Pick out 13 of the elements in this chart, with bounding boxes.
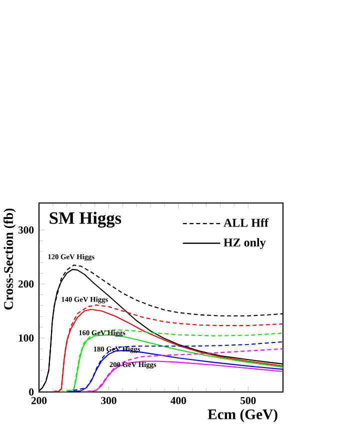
x-tick-label: 300 bbox=[101, 396, 116, 404]
x-tick-label: 500 bbox=[240, 396, 256, 404]
legend-label: ALL Hff bbox=[224, 218, 269, 227]
chart-title: SM Higgs bbox=[50, 212, 122, 228]
y-axis-title: Cross-Section (fb) bbox=[3, 208, 16, 310]
y-tick-label: 100 bbox=[18, 334, 34, 342]
legend-label: HZ only bbox=[224, 238, 266, 250]
y-tick-label: 200 bbox=[18, 280, 34, 288]
x-axis-title: Ecm (GeV) bbox=[208, 408, 278, 422]
y-tick-label: 300 bbox=[18, 226, 34, 234]
y-tick-label: 0 bbox=[29, 388, 34, 396]
x-tick-label: 400 bbox=[170, 396, 186, 404]
x-tick-label: 200 bbox=[31, 396, 47, 404]
